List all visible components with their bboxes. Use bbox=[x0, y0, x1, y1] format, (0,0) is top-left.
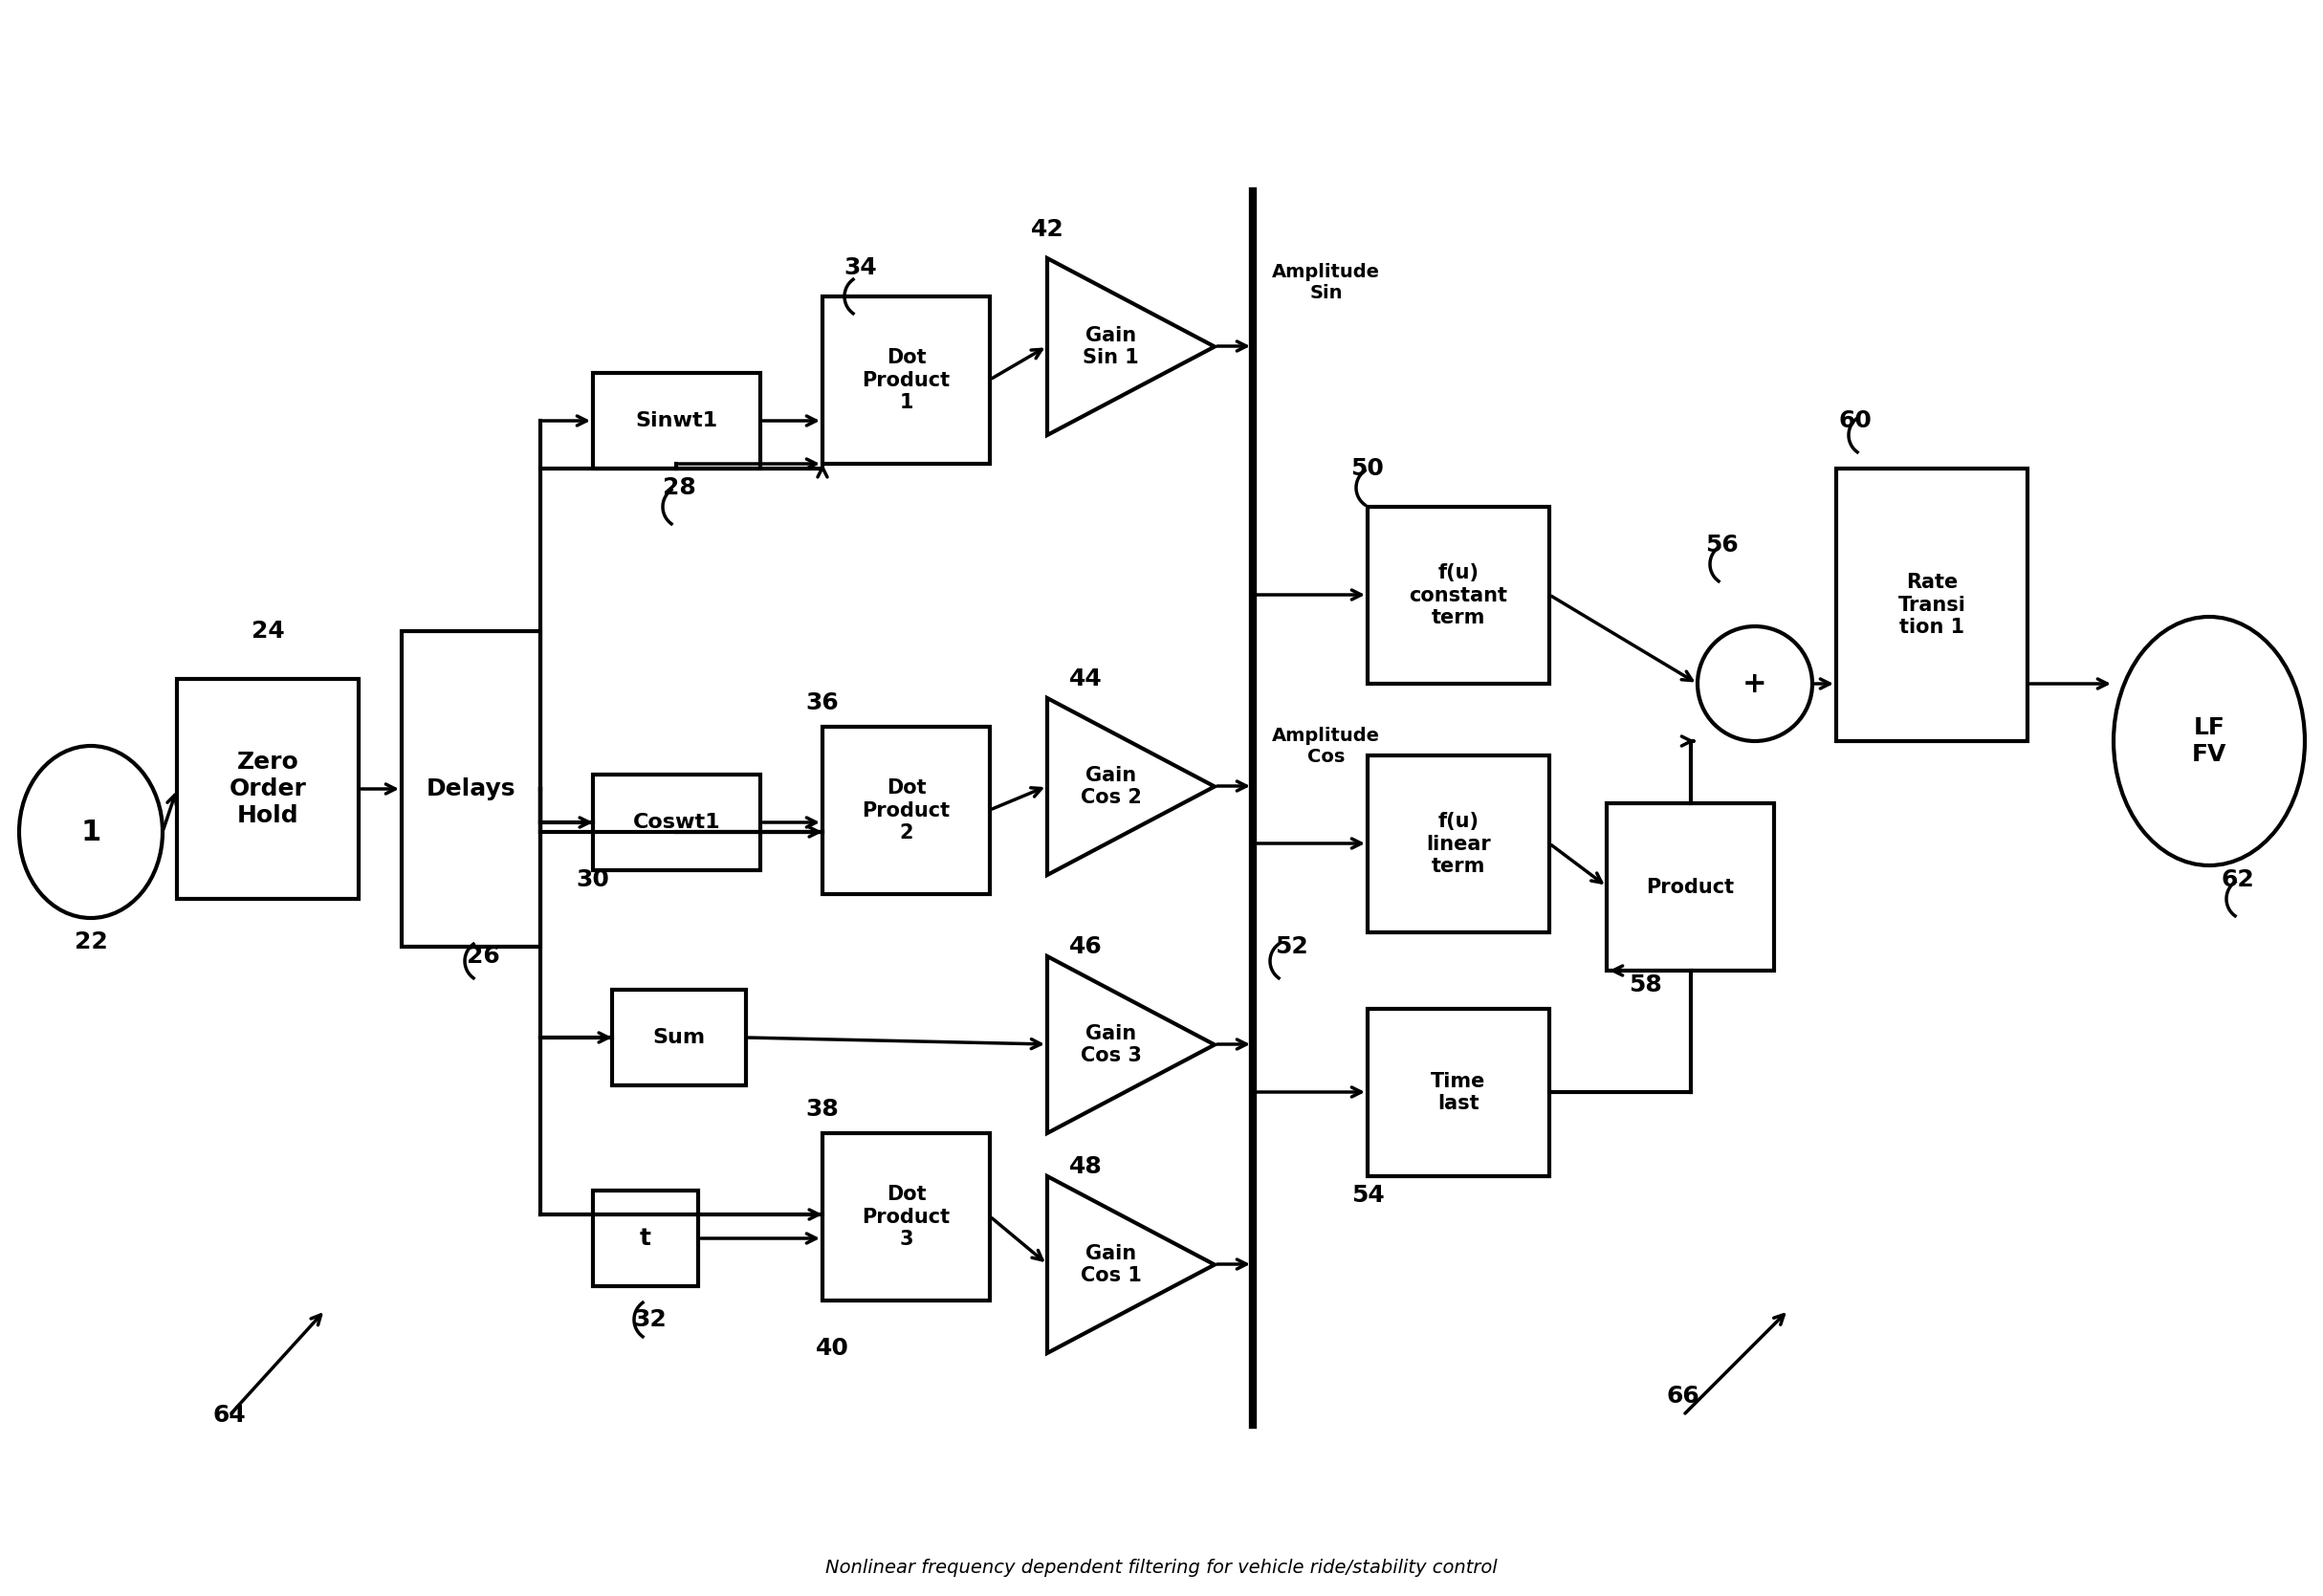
Bar bbox=[1368, 755, 1549, 932]
Text: Nonlinear frequency dependent filtering for vehicle ride/stability control: Nonlinear frequency dependent filtering … bbox=[825, 1558, 1498, 1577]
Bar bbox=[1368, 508, 1549, 683]
Text: 66: 66 bbox=[1666, 1385, 1700, 1408]
Text: f(u)
linear
term: f(u) linear term bbox=[1426, 812, 1491, 876]
Text: 1: 1 bbox=[81, 819, 100, 846]
Bar bbox=[822, 1133, 990, 1301]
Bar bbox=[592, 1191, 699, 1286]
Text: 62: 62 bbox=[2221, 868, 2256, 891]
Text: 40: 40 bbox=[815, 1337, 848, 1360]
Text: Gain
Cos 3: Gain Cos 3 bbox=[1080, 1025, 1141, 1066]
Text: 64: 64 bbox=[214, 1404, 246, 1427]
Text: 34: 34 bbox=[843, 257, 878, 279]
Text: 32: 32 bbox=[634, 1309, 667, 1331]
Text: 42: 42 bbox=[1031, 219, 1064, 241]
Bar bbox=[592, 774, 760, 870]
Text: Gain
Cos 1: Gain Cos 1 bbox=[1080, 1243, 1141, 1285]
Text: 58: 58 bbox=[1628, 974, 1661, 996]
Text: Product: Product bbox=[1647, 878, 1735, 897]
Bar bbox=[1608, 803, 1775, 970]
Text: 50: 50 bbox=[1352, 456, 1385, 480]
Text: 60: 60 bbox=[1840, 409, 1872, 433]
Text: Time
last: Time last bbox=[1431, 1073, 1487, 1112]
Bar bbox=[1835, 469, 2028, 741]
Text: Dot
Product
2: Dot Product 2 bbox=[862, 779, 950, 843]
Text: Gain
Sin 1: Gain Sin 1 bbox=[1083, 326, 1138, 367]
Text: 44: 44 bbox=[1069, 667, 1101, 691]
Text: 38: 38 bbox=[806, 1098, 839, 1120]
Text: 56: 56 bbox=[1705, 533, 1738, 557]
Text: 52: 52 bbox=[1275, 935, 1308, 958]
Text: 22: 22 bbox=[74, 930, 107, 953]
Text: 26: 26 bbox=[467, 945, 499, 967]
Bar bbox=[611, 990, 746, 1085]
Text: Dot
Product
1: Dot Product 1 bbox=[862, 348, 950, 412]
Text: Coswt1: Coswt1 bbox=[632, 812, 720, 832]
Text: t: t bbox=[639, 1227, 650, 1250]
Bar bbox=[822, 726, 990, 894]
Text: Dot
Product
3: Dot Product 3 bbox=[862, 1186, 950, 1248]
Bar bbox=[1368, 1009, 1549, 1176]
Text: 24: 24 bbox=[251, 619, 283, 643]
Text: Sinwt1: Sinwt1 bbox=[637, 412, 718, 431]
Text: 54: 54 bbox=[1352, 1184, 1385, 1207]
Text: Gain
Cos 2: Gain Cos 2 bbox=[1080, 766, 1141, 808]
Bar bbox=[822, 297, 990, 464]
Text: LF
FV: LF FV bbox=[2193, 717, 2225, 766]
Text: Rate
Transi
tion 1: Rate Transi tion 1 bbox=[1898, 573, 1965, 637]
Bar bbox=[402, 630, 541, 946]
Text: Sum: Sum bbox=[653, 1028, 706, 1047]
Text: Amplitude
Cos: Amplitude Cos bbox=[1273, 726, 1380, 766]
Text: Zero
Order
Hold: Zero Order Hold bbox=[230, 750, 307, 827]
Bar bbox=[177, 678, 358, 899]
Text: 48: 48 bbox=[1069, 1156, 1101, 1178]
Text: 46: 46 bbox=[1069, 935, 1101, 958]
Text: 28: 28 bbox=[662, 476, 695, 500]
Bar bbox=[592, 373, 760, 469]
Text: Amplitude
Sin: Amplitude Sin bbox=[1273, 262, 1380, 302]
Text: +: + bbox=[1742, 670, 1768, 697]
Text: f(u)
constant
term: f(u) constant term bbox=[1410, 563, 1508, 627]
Text: 36: 36 bbox=[806, 691, 839, 715]
Text: 30: 30 bbox=[576, 868, 609, 891]
Text: Delays: Delays bbox=[427, 777, 516, 800]
